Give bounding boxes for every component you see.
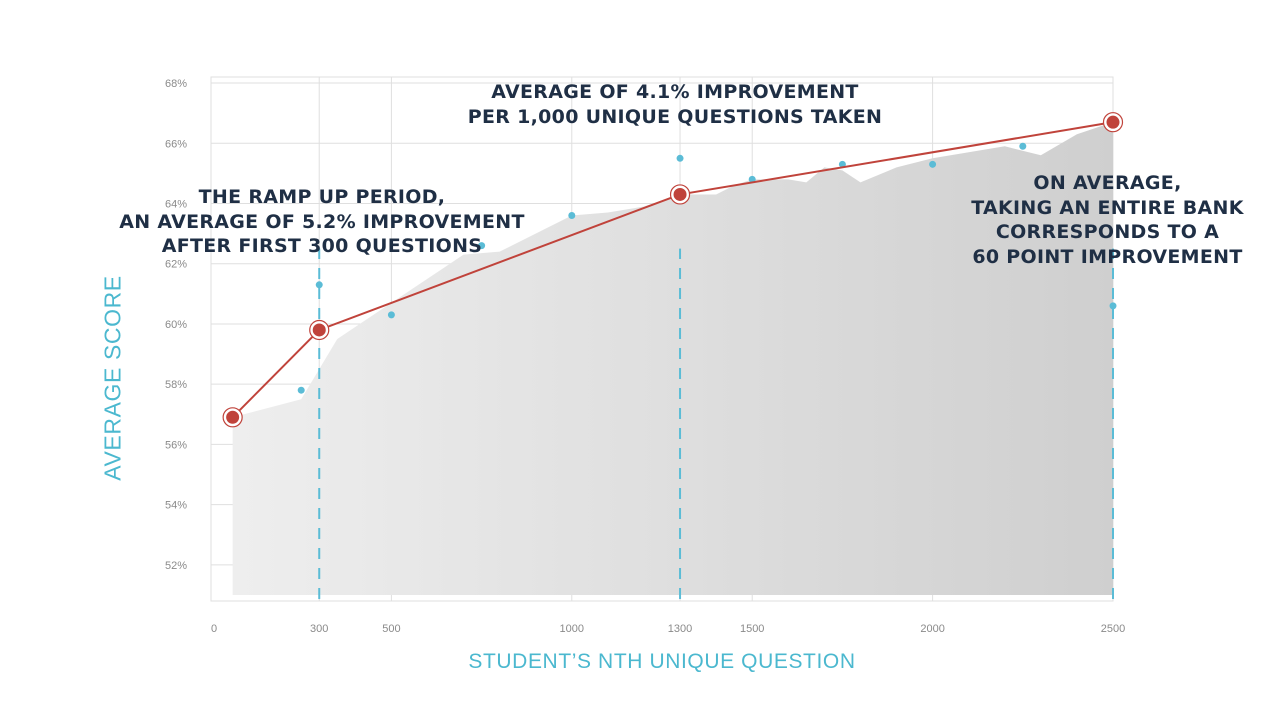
sample-point — [1109, 302, 1117, 310]
y-tick-label: 60% — [165, 319, 187, 331]
x-tick-label: 1500 — [740, 623, 764, 635]
x-tick-label: 0 — [211, 623, 217, 635]
sample-point — [478, 242, 486, 250]
x-tick-label: 1300 — [668, 623, 692, 635]
annotation-left: THE RAMP UP PERIOD, AN AVERAGE OF 5.2% I… — [100, 185, 544, 259]
x-axis-title: STUDENT’S NTH UNIQUE QUESTION — [468, 650, 856, 673]
trend-layer — [222, 112, 1124, 428]
trend-line — [231, 121, 1114, 419]
area-layer — [232, 122, 1113, 595]
y-tick-label: 54% — [165, 500, 187, 512]
sample-point — [315, 281, 323, 289]
y-axis-title: AVERAGE SCORE — [99, 275, 126, 481]
annotation-right: ON AVERAGE, TAKING AN ENTIRE BANK CORRES… — [960, 171, 1255, 269]
y-tick-label: 52% — [165, 560, 187, 572]
annotation-left-line: THE RAMP UP PERIOD, — [198, 186, 446, 208]
annotation-top-line: AVERAGE OF 4.1% IMPROVEMENT — [491, 81, 859, 103]
sample-point — [676, 154, 684, 162]
area-fill — [232, 122, 1113, 595]
trend-marker — [226, 410, 240, 424]
trend-marker — [312, 323, 326, 337]
annotation-right-line: 60 POINT IMPROVEMENT — [972, 245, 1243, 268]
x-tick-label: 2000 — [920, 623, 944, 635]
sample-points — [297, 142, 1117, 394]
annotation-top-line: PER 1,000 UNIQUE QUESTIONS TAKEN — [467, 105, 883, 128]
sample-point — [297, 386, 305, 394]
sample-point — [1019, 142, 1027, 150]
annotation-right-line: CORRESPONDS TO A — [995, 221, 1220, 243]
x-tick-label: 500 — [382, 623, 400, 635]
y-tick-label: 56% — [165, 439, 187, 451]
y-tick-label: 68% — [165, 78, 187, 90]
annotation-top: AVERAGE OF 4.1% IMPROVEMENT PER 1,000 UN… — [430, 80, 920, 129]
y-tick-label: 66% — [165, 138, 187, 150]
sample-point — [929, 160, 937, 168]
x-tick-label: 300 — [310, 623, 328, 635]
trend-marker — [673, 187, 687, 201]
sample-point — [568, 212, 576, 220]
annotation-right-line: ON AVERAGE, — [1033, 172, 1182, 194]
trend-marker — [1106, 115, 1120, 129]
x-tick-label: 2500 — [1101, 623, 1125, 635]
x-axis-ticks: 0 300 500 1000 1300 1500 2000 2500 — [211, 623, 1125, 635]
annotation-left-line: AN AVERAGE OF 5.2% IMPROVEMENT — [119, 210, 525, 233]
sample-point — [387, 311, 395, 319]
y-tick-label: 62% — [165, 259, 187, 271]
annotation-right-line: TAKING AN ENTIRE BANK — [971, 196, 1244, 219]
y-tick-label: 64% — [165, 198, 187, 210]
y-tick-label: 58% — [165, 379, 187, 391]
annotation-left-line: AFTER FIRST 300 QUESTIONS — [161, 235, 483, 257]
x-tick-label: 1000 — [560, 623, 584, 635]
y-axis-ticks: 52% 54% 56% 58% 60% 62% 64% 66% 68% — [165, 78, 187, 572]
